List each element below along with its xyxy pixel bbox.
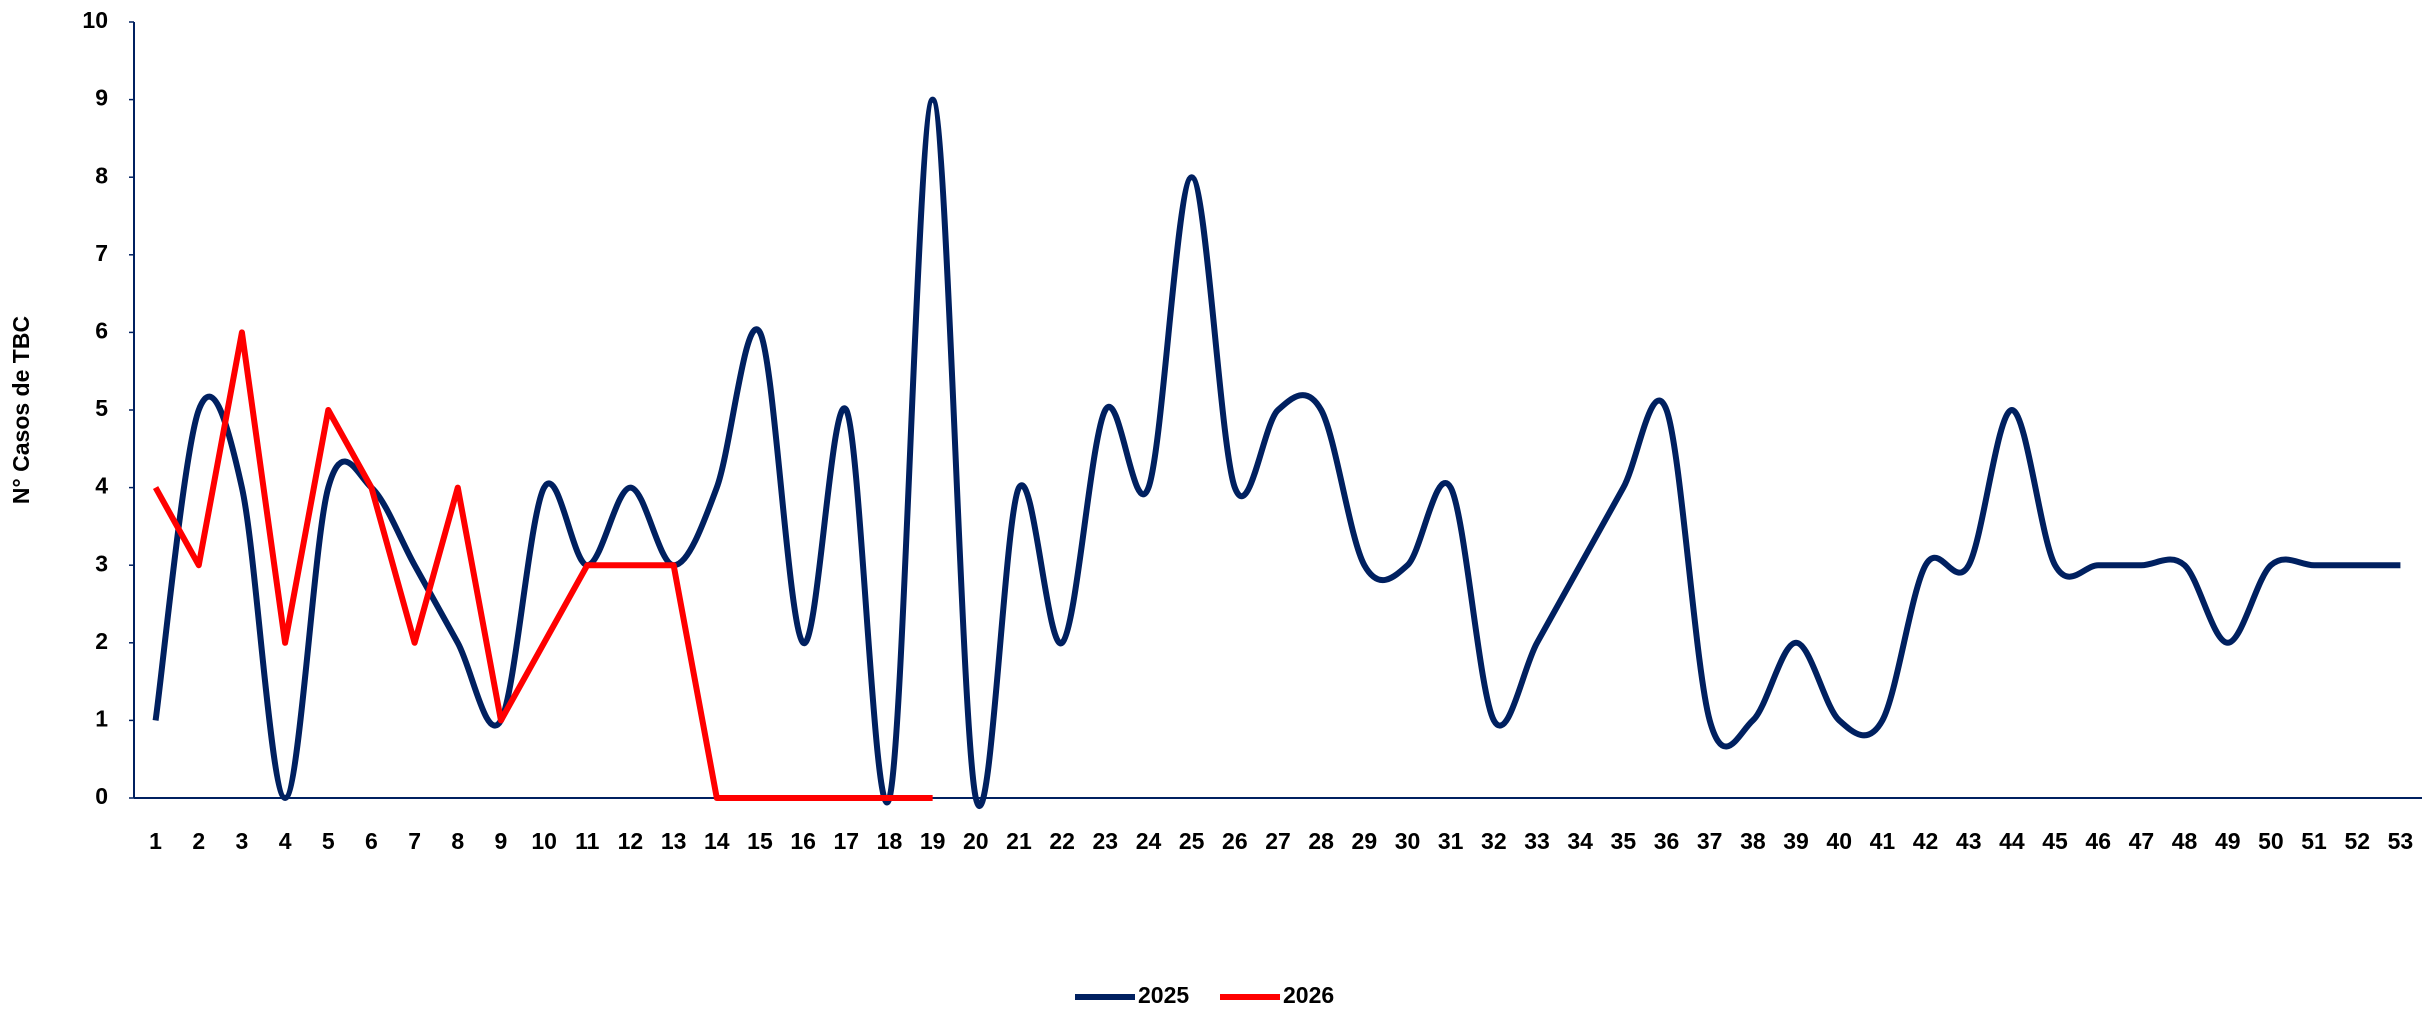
x-tick-label: 44 bbox=[1999, 828, 2025, 854]
x-tick-label: 52 bbox=[2344, 828, 2370, 854]
x-tick-label: 15 bbox=[747, 828, 773, 854]
y-tick-label: 9 bbox=[95, 85, 108, 111]
y-tick-label: 1 bbox=[95, 705, 108, 731]
x-tick-label: 1 bbox=[149, 828, 162, 854]
x-tick-label: 14 bbox=[704, 828, 730, 854]
x-tick-label: 2 bbox=[192, 828, 205, 854]
x-tick-label: 10 bbox=[531, 828, 557, 854]
x-tick-label: 39 bbox=[1783, 828, 1809, 854]
x-tick-label: 45 bbox=[2042, 828, 2068, 854]
x-tick-label: 16 bbox=[790, 828, 816, 854]
x-tick-label: 8 bbox=[451, 828, 464, 854]
x-tick-label: 28 bbox=[1308, 828, 1334, 854]
legend-label: 2026 bbox=[1283, 982, 1334, 1008]
y-tick-label: 4 bbox=[95, 473, 108, 499]
x-tick-label: 47 bbox=[2129, 828, 2155, 854]
x-tick-label: 42 bbox=[1913, 828, 1939, 854]
x-tick-label: 34 bbox=[1567, 828, 1593, 854]
x-tick-label: 53 bbox=[2388, 828, 2414, 854]
x-tick-label: 41 bbox=[1870, 828, 1896, 854]
y-tick-label: 5 bbox=[95, 395, 108, 421]
x-tick-label: 21 bbox=[1006, 828, 1032, 854]
x-tick-label: 49 bbox=[2215, 828, 2241, 854]
x-tick-label: 9 bbox=[495, 828, 508, 854]
x-tick-label: 7 bbox=[408, 828, 421, 854]
x-tick-label: 25 bbox=[1179, 828, 1205, 854]
x-tick-label: 36 bbox=[1654, 828, 1680, 854]
y-tick-label: 0 bbox=[95, 783, 108, 809]
x-tick-label: 11 bbox=[575, 828, 600, 854]
y-axis-title: N° Casos de TBC bbox=[8, 316, 34, 504]
x-tick-label: 13 bbox=[661, 828, 687, 854]
x-tick-label: 35 bbox=[1611, 828, 1637, 854]
x-tick-label: 50 bbox=[2258, 828, 2284, 854]
x-tick-label: 17 bbox=[834, 828, 860, 854]
y-tick-label: 3 bbox=[95, 550, 108, 576]
x-tick-label: 32 bbox=[1481, 828, 1507, 854]
x-tick-label: 38 bbox=[1740, 828, 1766, 854]
x-tick-label: 6 bbox=[365, 828, 378, 854]
x-tick-label: 5 bbox=[322, 828, 335, 854]
x-tick-label: 51 bbox=[2301, 828, 2327, 854]
y-tick-label: 10 bbox=[82, 7, 108, 33]
x-tick-label: 43 bbox=[1956, 828, 1982, 854]
x-tick-label: 24 bbox=[1136, 828, 1162, 854]
x-tick-label: 27 bbox=[1265, 828, 1291, 854]
x-tick-label: 18 bbox=[877, 828, 903, 854]
x-tick-label: 40 bbox=[1826, 828, 1852, 854]
x-tick-label: 23 bbox=[1093, 828, 1119, 854]
x-tick-label: 48 bbox=[2172, 828, 2198, 854]
series-line bbox=[152, 329, 933, 801]
x-tick-label: 4 bbox=[279, 828, 292, 854]
x-tick-label: 30 bbox=[1395, 828, 1421, 854]
x-tick-label: 29 bbox=[1352, 828, 1378, 854]
x-tick-label: 26 bbox=[1222, 828, 1248, 854]
x-tick-label: 37 bbox=[1697, 828, 1723, 854]
y-tick-label: 8 bbox=[95, 162, 108, 188]
series-line bbox=[152, 96, 2401, 809]
y-tick-label: 6 bbox=[95, 317, 108, 343]
x-tick-label: 12 bbox=[618, 828, 644, 854]
x-tick-label: 31 bbox=[1438, 828, 1464, 854]
x-tick-label: 33 bbox=[1524, 828, 1550, 854]
x-tick-label: 22 bbox=[1049, 828, 1075, 854]
y-tick-label: 7 bbox=[95, 240, 108, 266]
legend-label: 2025 bbox=[1138, 982, 1189, 1008]
y-tick-label: 2 bbox=[95, 628, 108, 654]
x-tick-label: 3 bbox=[236, 828, 249, 854]
x-tick-label: 19 bbox=[920, 828, 946, 854]
x-tick-label: 46 bbox=[2085, 828, 2111, 854]
x-tick-label: 20 bbox=[963, 828, 989, 854]
